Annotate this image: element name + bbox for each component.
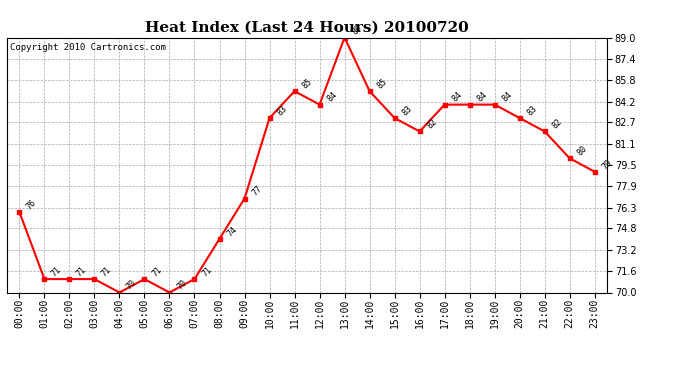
Text: 85: 85 xyxy=(300,77,313,90)
Text: 80: 80 xyxy=(575,144,589,158)
Text: 70: 70 xyxy=(175,278,188,292)
Text: 84: 84 xyxy=(450,90,464,104)
Text: 83: 83 xyxy=(400,104,413,117)
Text: 76: 76 xyxy=(25,198,39,211)
Text: 70: 70 xyxy=(125,278,139,292)
Text: 84: 84 xyxy=(475,90,489,104)
Text: 71: 71 xyxy=(75,265,88,278)
Text: 89: 89 xyxy=(350,23,364,37)
Text: 74: 74 xyxy=(225,225,239,238)
Text: 82: 82 xyxy=(550,117,564,130)
Title: Heat Index (Last 24 Hours) 20100720: Heat Index (Last 24 Hours) 20100720 xyxy=(145,21,469,35)
Text: 71: 71 xyxy=(100,265,113,278)
Text: 83: 83 xyxy=(525,104,539,117)
Text: 71: 71 xyxy=(150,265,164,278)
Text: 71: 71 xyxy=(50,265,63,278)
Text: 77: 77 xyxy=(250,184,264,198)
Text: Copyright 2010 Cartronics.com: Copyright 2010 Cartronics.com xyxy=(10,43,166,52)
Text: 79: 79 xyxy=(600,158,613,171)
Text: 84: 84 xyxy=(500,90,513,104)
Text: 83: 83 xyxy=(275,104,288,117)
Text: 84: 84 xyxy=(325,90,339,104)
Text: 85: 85 xyxy=(375,77,388,90)
Text: 71: 71 xyxy=(200,265,213,278)
Text: 82: 82 xyxy=(425,117,439,130)
